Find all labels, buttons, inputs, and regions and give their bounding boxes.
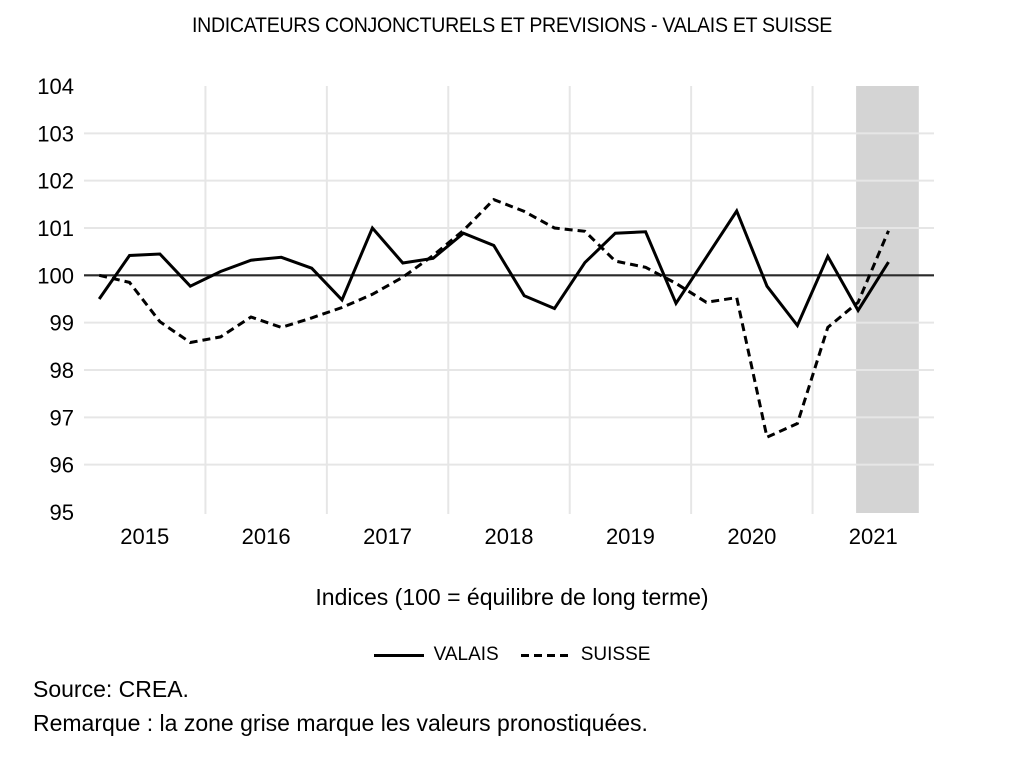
source-note: Source: CREA. — [33, 676, 189, 702]
series-line-valais — [97, 207, 890, 329]
x-tick-label: 2016 — [242, 524, 291, 549]
x-tick-label: 2017 — [363, 524, 412, 549]
y-tick-label: 103 — [37, 121, 74, 146]
legend-swatch-dashed — [520, 653, 571, 657]
y-tick-label: 97 — [50, 405, 74, 430]
y-tick-label: 102 — [37, 169, 74, 194]
y-tick-label: 95 — [50, 500, 74, 525]
y-tick-label: 101 — [37, 216, 74, 241]
legend-label-valais: VALAIS — [433, 644, 499, 665]
y-tick-label: 99 — [50, 311, 74, 336]
legend-label-suisse: SUISSE — [580, 644, 651, 665]
legend-item-valais: VALAIS — [373, 644, 499, 666]
chart-title: INDICATEURS CONJONCTURELS ET PREVISIONS … — [191, 14, 833, 37]
legend-item-suisse: SUISSE — [520, 644, 651, 666]
x-axis-label: Indices (100 = équilibre de long terme) — [315, 584, 709, 610]
series-line-suisse — [98, 197, 890, 440]
x-tick-label: 2020 — [727, 524, 776, 549]
y-tick-label: 100 — [37, 263, 74, 288]
x-tick-label: 2015 — [120, 524, 169, 549]
legend-swatch-solid — [373, 653, 424, 657]
y-tick-label: 98 — [50, 358, 74, 383]
x-tick-label: 2018 — [485, 524, 534, 549]
line-chart: 95 96 97 98 99 100 101 102 103 104 2015 2016 2017 20… — [37, 74, 934, 549]
x-tick-label: 2021 — [849, 524, 898, 549]
remark-note: Remarque : la zone grise marque les vale… — [33, 710, 648, 736]
x-tick-label: 2019 — [606, 524, 655, 549]
legend: VALAIS SUISSE — [0, 644, 1024, 666]
y-tick-label: 96 — [50, 453, 74, 478]
y-tick-label: 104 — [37, 74, 74, 99]
